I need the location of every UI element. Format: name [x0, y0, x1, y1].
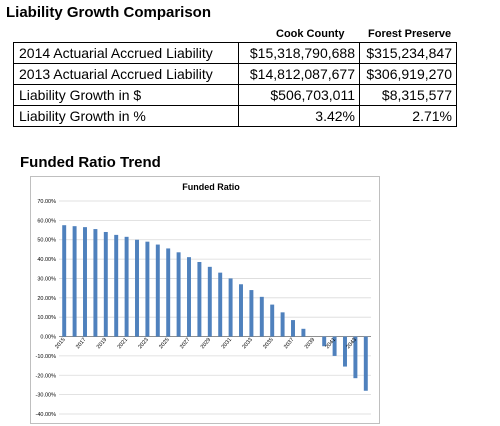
- bar: [176, 252, 181, 337]
- bar: [155, 244, 160, 337]
- bar: [93, 229, 98, 337]
- x-tick-label: 2039: [304, 337, 316, 350]
- y-tick-label: -10.00%: [36, 354, 57, 360]
- y-tick-label: 40.00%: [37, 257, 56, 263]
- x-tick-label: 2035: [262, 337, 274, 350]
- cook-county-value: 3.42%: [238, 105, 360, 127]
- y-tick-label: 70.00%: [37, 199, 56, 205]
- comparison-title: Liability Growth Comparison: [6, 4, 212, 21]
- row-label: Liability Growth in %: [13, 105, 239, 127]
- x-tick-label: 2029: [200, 337, 212, 350]
- bar: [83, 227, 87, 337]
- x-tick-label: 2037: [283, 337, 295, 350]
- y-tick-label: 10.00%: [37, 315, 56, 321]
- y-tick-label: 0.00%: [40, 335, 56, 341]
- y-tick-label: -40.00%: [36, 412, 57, 418]
- bar: [228, 278, 233, 337]
- bar: [353, 336, 358, 379]
- table-row: 2013 Actuarial Accrued Liability $14,812…: [13, 63, 457, 85]
- y-tick-label: -20.00%: [36, 373, 57, 379]
- x-tick-label: 2025: [158, 337, 170, 350]
- bar: [103, 231, 108, 337]
- forest-preserve-value: 2.71%: [359, 105, 457, 127]
- x-tick-label: 2033: [241, 337, 253, 350]
- x-tick-label: 2031: [221, 337, 233, 350]
- y-axis-ticks: -40.00% -30.00% -20.00% -10.00% 0.00% 10.00% 2…: [36, 199, 57, 418]
- funded-ratio-chart: Funded Ratio -40.00% -30.00% -20.00% -10.00…: [30, 176, 380, 424]
- x-tick-label: 2021: [117, 337, 129, 350]
- bar: [135, 239, 139, 337]
- chart-canvas: Funded Ratio -40.00% -30.00% -20.00% -10.00…: [36, 182, 371, 418]
- x-tick-label: 2027: [179, 337, 191, 350]
- bar: [197, 261, 202, 337]
- y-tick-label: 50.00%: [37, 238, 56, 244]
- bar: [114, 234, 119, 337]
- column-header-forest-preserve: Forest Preserve: [368, 28, 452, 40]
- table-row: Liability Growth in $ $506,703,011 $8,31…: [13, 84, 457, 106]
- bar: [363, 336, 368, 391]
- grid-lines: [59, 200, 371, 415]
- bar: [322, 336, 327, 347]
- bar: [259, 296, 264, 337]
- column-header-cook-county: Cook County: [276, 28, 345, 40]
- bar: [291, 320, 295, 337]
- table-row: 2014 Actuarial Accrued Liability $15,318…: [13, 42, 457, 64]
- bar: [145, 241, 150, 337]
- bar: [166, 248, 171, 337]
- bars: [62, 225, 368, 391]
- bar: [249, 290, 254, 337]
- bar: [270, 304, 275, 337]
- bar: [207, 266, 212, 337]
- bar: [301, 328, 306, 337]
- bar: [187, 257, 191, 337]
- cook-county-value: $506,703,011: [238, 84, 360, 106]
- x-tick-label: 2019: [96, 337, 108, 350]
- row-label: 2014 Actuarial Accrued Liability: [13, 42, 239, 64]
- forest-preserve-value: $8,315,577: [359, 84, 457, 106]
- bar: [332, 336, 337, 356]
- bar: [280, 312, 285, 337]
- x-tick-label: 2017: [75, 337, 87, 350]
- bar: [343, 336, 347, 367]
- y-tick-label: 60.00%: [37, 218, 56, 224]
- chart-title: Funded Ratio: [182, 182, 240, 192]
- y-tick-label: -30.00%: [36, 393, 57, 399]
- forest-preserve-value: $306,919,270: [359, 63, 457, 85]
- x-tick-label: 2023: [137, 337, 149, 350]
- row-label: 2013 Actuarial Accrued Liability: [13, 63, 239, 85]
- cook-county-value: $14,812,087,677: [238, 63, 360, 85]
- forest-preserve-value: $315,234,847: [359, 42, 457, 64]
- x-tick-label: 2015: [54, 337, 66, 350]
- bar: [239, 284, 243, 337]
- bar: [218, 272, 223, 337]
- cook-county-value: $15,318,790,688: [238, 42, 360, 64]
- x-axis-ticks: 2015 2017 2019 2021 2023 2025 2027 2029 2031 2033…: [54, 337, 358, 350]
- table-row: Liability Growth in % 3.42% 2.71%: [13, 105, 457, 127]
- y-tick-label: 20.00%: [37, 296, 56, 302]
- liability-comparison-table: 2014 Actuarial Accrued Liability $15,318…: [13, 42, 457, 127]
- row-label: Liability Growth in $: [13, 84, 239, 106]
- bar: [124, 236, 129, 337]
- bar: [72, 226, 77, 337]
- y-tick-label: 30.00%: [37, 276, 56, 282]
- bar: [62, 225, 67, 337]
- trend-section-title: Funded Ratio Trend: [20, 154, 161, 171]
